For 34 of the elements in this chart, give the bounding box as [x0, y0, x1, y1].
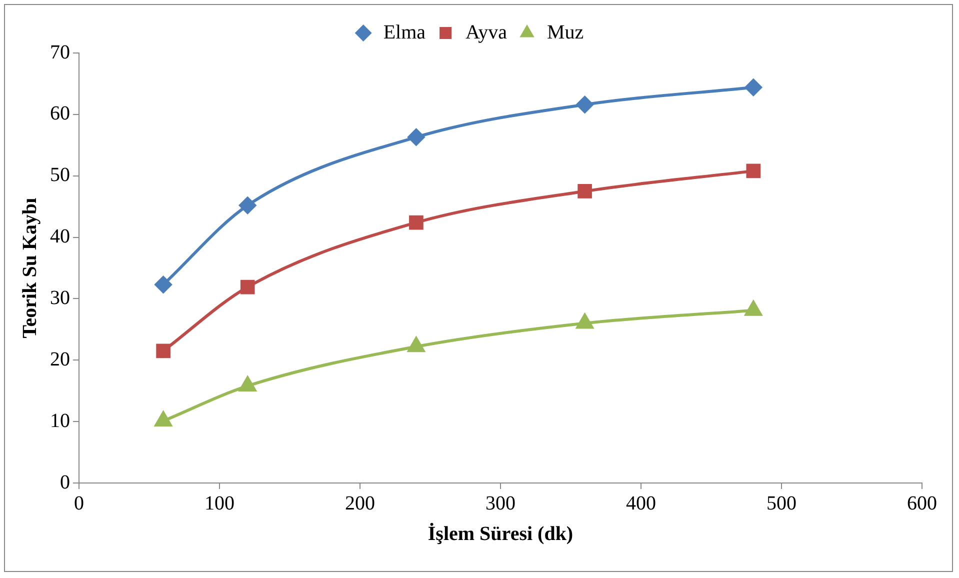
- y-tick-label: 40: [50, 226, 70, 248]
- x-tick-label: 400: [626, 492, 656, 514]
- x-tick-label: 200: [345, 492, 375, 514]
- legend-label: Elma: [383, 21, 426, 44]
- point: [746, 164, 761, 178]
- x-axis-title: İşlem Süresi (dk): [428, 522, 574, 546]
- point: [578, 184, 592, 198]
- point: [239, 196, 256, 214]
- point: [576, 96, 594, 114]
- x-tick-label: 300: [486, 492, 516, 514]
- y-tick-label: 20: [50, 348, 70, 370]
- x-tick-label: 500: [766, 492, 796, 514]
- y-tick-label: 0: [60, 471, 70, 494]
- point: [239, 376, 256, 392]
- point: [408, 128, 425, 146]
- point: [744, 78, 762, 96]
- point: [744, 300, 762, 316]
- legend-label: Muz: [547, 21, 584, 44]
- point: [154, 276, 172, 294]
- x-tick-label: 600: [907, 492, 937, 514]
- legend-label: Ayva: [466, 21, 508, 44]
- point: [409, 215, 424, 230]
- point: [408, 337, 425, 352]
- point: [240, 280, 255, 294]
- x-tick-label: 0: [74, 492, 84, 514]
- y-tick-label: 60: [50, 102, 70, 125]
- y-tick-label: 10: [50, 410, 70, 432]
- y-tick-label: 70: [50, 41, 70, 64]
- y-tick-label: 50: [50, 164, 70, 186]
- point: [576, 314, 594, 329]
- x-tick-label: 100: [204, 492, 234, 514]
- point: [154, 411, 172, 426]
- y-axis-title: Teorik Su Kaybı: [19, 197, 42, 338]
- y-tick-label: 30: [50, 286, 70, 309]
